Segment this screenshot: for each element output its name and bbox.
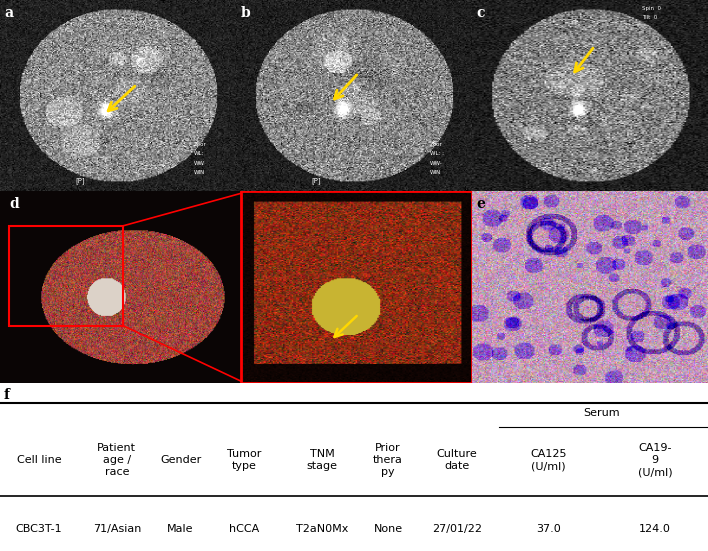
Text: WL: :: WL: : (430, 152, 443, 156)
Text: Zoor: Zoor (430, 142, 442, 147)
Text: b: b (241, 6, 251, 20)
Text: None: None (373, 524, 403, 534)
Text: WIN: WIN (193, 170, 205, 175)
Text: WIN: WIN (430, 170, 441, 175)
Text: f: f (4, 388, 9, 402)
Text: 71/Asian: 71/Asian (93, 524, 141, 534)
Text: Spin  0: Spin 0 (642, 6, 661, 10)
Text: Tumor
type: Tumor type (227, 449, 261, 471)
Text: T2aN0Mx: T2aN0Mx (296, 524, 348, 534)
Text: WW-: WW- (430, 161, 442, 166)
Text: Tilt  0: Tilt 0 (642, 15, 657, 20)
Bar (9, 226, 122, 326)
Text: CBC3T-1: CBC3T-1 (16, 524, 62, 534)
Text: Zoor: Zoor (193, 142, 206, 147)
Bar (241, 191, 472, 383)
Text: Culture
date: Culture date (436, 449, 477, 471)
Text: Gender: Gender (160, 455, 201, 465)
Text: c: c (476, 6, 485, 20)
Text: CA19-
9
(U/ml): CA19- 9 (U/ml) (638, 443, 672, 477)
Text: WW: WW (193, 161, 205, 166)
Text: TNM
stage: TNM stage (307, 449, 338, 471)
Text: CA125
(U/ml): CA125 (U/ml) (530, 449, 567, 471)
Text: 27/01/22: 27/01/22 (432, 524, 481, 534)
Text: hCCA: hCCA (229, 524, 259, 534)
Text: Prior
thera
py: Prior thera py (373, 443, 403, 477)
Text: Patient
age /
race: Patient age / race (97, 443, 137, 477)
Text: Male: Male (167, 524, 194, 534)
Text: a: a (5, 6, 14, 20)
Text: e: e (476, 197, 486, 211)
Text: Cell line: Cell line (16, 455, 62, 465)
Text: [P]: [P] (312, 177, 321, 184)
Text: 37.0: 37.0 (537, 524, 561, 534)
Text: WL:: WL: (193, 152, 204, 156)
Text: Serum: Serum (583, 408, 620, 418)
Text: 124.0: 124.0 (639, 524, 671, 534)
Text: [P]: [P] (76, 177, 85, 184)
Text: d: d (9, 197, 19, 211)
